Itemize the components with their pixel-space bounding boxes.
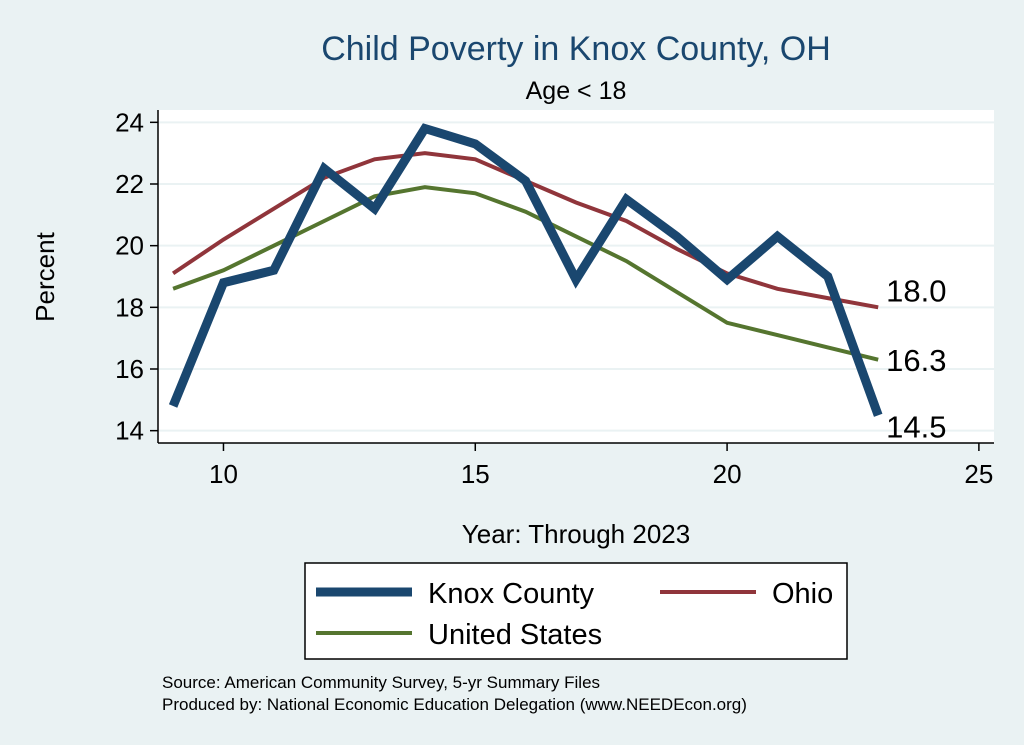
plot-area: 14 16 18 20 22 24 10 15 20 25 14.5 18.0 16.3 (115, 107, 994, 489)
chart-title: Child Poverty in Knox County, OH (321, 30, 831, 68)
end-label-ohio: 18.0 (886, 273, 946, 308)
source-note: Source: American Community Survey, 5-yr … (162, 673, 600, 692)
chart-subtitle: Age < 18 (526, 77, 627, 105)
y-tick-label: 18 (115, 292, 144, 322)
y-tick-label: 24 (115, 107, 144, 137)
legend-label-knox-county: Knox County (428, 578, 595, 610)
x-tick-label: 20 (713, 459, 742, 489)
x-ticks: 10 15 20 25 (209, 443, 993, 489)
gridlines (158, 121, 994, 432)
series-line-knox-county (168, 123, 883, 417)
produced-note: Produced by: National Economic Education… (162, 695, 747, 714)
y-tick-label: 22 (115, 169, 144, 199)
legend-label-united-states: United States (428, 619, 602, 651)
end-labels: 14.5 18.0 16.3 (886, 273, 946, 444)
x-tick-label: 10 (209, 459, 238, 489)
y-tick-label: 20 (115, 231, 144, 261)
x-tick-label: 15 (461, 459, 490, 489)
series-lines (168, 123, 883, 417)
y-tick-label: 16 (115, 354, 144, 384)
y-ticks: 14 16 18 20 22 24 (115, 107, 158, 446)
x-tick-label: 25 (964, 459, 993, 489)
end-label-knox-county: 14.5 (886, 409, 946, 444)
legend: Knox County Ohio United States (304, 562, 848, 660)
y-tick-label: 14 (115, 416, 144, 446)
legend-label-ohio: Ohio (772, 578, 833, 610)
end-label-united-states: 16.3 (886, 343, 946, 378)
legend-box (304, 562, 848, 660)
y-axis-label: Percent (30, 231, 60, 321)
x-axis-label: Year: Through 2023 (462, 519, 690, 549)
